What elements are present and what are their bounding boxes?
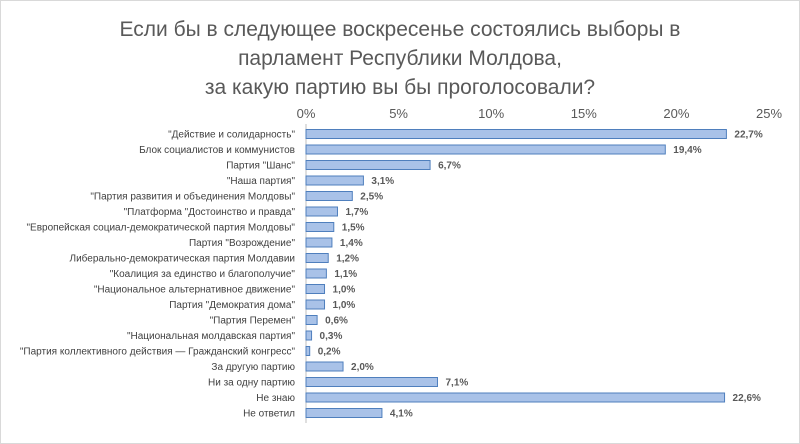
category-label: "Партия Перемен" (210, 316, 296, 327)
data-label: 1,0% (333, 285, 356, 296)
data-label: 22,6% (733, 393, 761, 404)
bar (305, 206, 338, 217)
bar (305, 330, 313, 341)
category-label: "Национальная молдавская партия" (127, 331, 296, 342)
data-label: 0,3% (320, 331, 343, 342)
data-label: 1,5% (342, 223, 365, 234)
category-label: Не знаю (256, 393, 295, 404)
category-label: Не ответил (243, 409, 295, 420)
data-label: 1,1% (334, 269, 357, 280)
bar (305, 346, 311, 356)
bar (305, 160, 431, 170)
x-tick-label: 10% (478, 106, 504, 121)
category-label: "Действие и солидарность" (168, 130, 295, 141)
data-label: 22,7% (734, 130, 762, 141)
x-tick-label: 15% (571, 106, 597, 121)
data-label: 3,1% (371, 176, 394, 187)
data-label: 1,4% (340, 238, 363, 249)
category-label: "Партия развития и объединения Молдовы" (90, 191, 295, 203)
category-label: "Наша партия" (227, 176, 296, 187)
category-label: За другую партию (211, 362, 295, 373)
category-label: "Партия коллективного действия — Граждан… (20, 347, 296, 358)
data-label: 1,7% (345, 207, 368, 218)
data-label: 1,0% (333, 300, 356, 311)
bar (305, 268, 327, 279)
data-label: 0,6% (325, 316, 348, 327)
bar (305, 191, 353, 201)
bar (305, 284, 326, 294)
chart-title: Если бы в следующее воскресенье состояли… (119, 18, 681, 99)
category-label: Партия "Возрождение" (189, 238, 295, 249)
bar (305, 129, 727, 139)
bar (305, 175, 364, 186)
category-label: "Национальное альтернативное движение" (94, 285, 296, 296)
data-label: 7,1% (445, 378, 468, 389)
data-label: 6,7% (438, 161, 461, 172)
x-tick-label: 0% (297, 106, 316, 121)
bar (305, 377, 438, 387)
category-label: Либерально-демократическая партия Молдав… (70, 253, 295, 265)
bar (305, 237, 333, 248)
category-label: Партия "Шанс" (226, 161, 295, 172)
category-label: Блок социалистов и коммунистов (139, 145, 295, 156)
bar (305, 144, 666, 155)
data-label: 1,2% (336, 254, 359, 265)
bar (305, 299, 326, 310)
category-label: "Европейская социал-демократической парт… (27, 223, 296, 234)
category-label: Партия "Демократия дома" (169, 300, 295, 311)
data-label: 2,5% (360, 192, 383, 203)
bar (305, 253, 329, 263)
data-label: 4,1% (390, 409, 413, 420)
data-label: 0,2% (318, 347, 341, 358)
bar (305, 361, 344, 372)
category-label: "Платформа "Достоинство и правда" (124, 206, 296, 218)
data-label: 2,0% (351, 362, 374, 373)
bar (305, 315, 318, 325)
bar (305, 222, 335, 232)
bar (305, 408, 383, 418)
x-tick-label: 5% (389, 106, 408, 121)
category-label: "Коалиция за единство и благополучие" (110, 268, 296, 280)
category-label: Ни за одну партию (208, 378, 295, 389)
x-tick-label: 25% (756, 106, 782, 121)
x-tick-label: 20% (663, 106, 689, 121)
data-label: 19,4% (673, 145, 701, 156)
bar (305, 392, 726, 403)
